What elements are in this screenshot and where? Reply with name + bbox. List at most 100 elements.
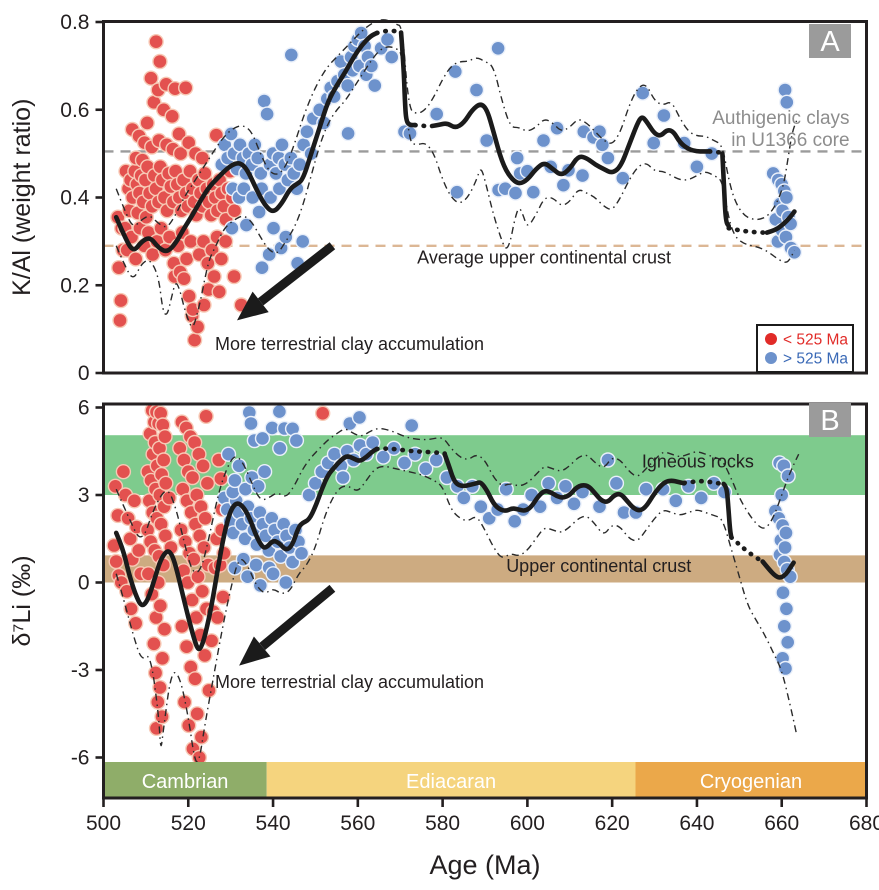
data-point-blue xyxy=(490,40,506,56)
data-point-red xyxy=(204,242,220,258)
panel-label-A: A xyxy=(820,26,840,58)
data-point-blue xyxy=(479,132,495,149)
timescale-band-ediacaran xyxy=(266,762,636,798)
data-point-red xyxy=(123,601,139,617)
trend-line-solid-A xyxy=(720,151,732,229)
data-point-blue xyxy=(777,539,793,556)
data-point-red xyxy=(190,569,206,585)
data-point-blue xyxy=(689,159,705,175)
data-point-red xyxy=(194,583,211,599)
timescale-label: Cambrian xyxy=(142,771,229,793)
annotation-text: Authigenic clays xyxy=(712,108,849,129)
data-point-blue xyxy=(566,496,582,512)
trend-line-dotted-B xyxy=(728,534,765,564)
panel-frame-B xyxy=(102,402,868,800)
data-point-red xyxy=(111,260,127,276)
data-point-blue xyxy=(615,170,631,186)
x-tick-label: 640 xyxy=(679,812,714,835)
data-point-blue xyxy=(778,189,795,206)
data-point-red xyxy=(178,251,195,267)
trend-line-solid-B xyxy=(721,481,734,540)
data-point-red xyxy=(122,531,138,547)
timescale-label: Ediacaran xyxy=(406,771,496,793)
data-point-blue xyxy=(507,185,524,201)
data-point-blue xyxy=(638,481,654,497)
data-point-red xyxy=(213,251,230,267)
data-point-blue xyxy=(656,107,672,124)
data-point-red xyxy=(130,542,147,559)
data-point-red xyxy=(206,268,222,285)
trend-line-dotted-A xyxy=(374,28,404,36)
x-tick-label: 560 xyxy=(340,812,375,835)
data-point-blue xyxy=(224,220,240,236)
x-tick-label: 600 xyxy=(510,812,545,835)
data-point-blue xyxy=(288,432,305,449)
data-point-blue xyxy=(776,618,792,634)
data-point-red xyxy=(196,297,212,313)
data-point-blue xyxy=(299,123,315,140)
data-point-red xyxy=(197,647,213,664)
trend-line-dotted-A xyxy=(412,122,435,129)
x-tick-label: 620 xyxy=(595,812,630,835)
data-point-blue xyxy=(220,446,237,462)
data-point-blue xyxy=(253,165,269,182)
data-point-blue xyxy=(780,634,796,650)
data-point-blue xyxy=(351,409,368,426)
data-point-red xyxy=(198,408,214,424)
data-point-blue xyxy=(265,220,282,236)
data-point-red xyxy=(178,639,195,655)
data-point-red xyxy=(143,70,159,86)
data-point-red xyxy=(112,312,128,329)
data-point-red xyxy=(189,319,206,335)
data-point-red xyxy=(193,729,210,745)
trend-line-solid-A xyxy=(113,30,380,254)
x-tick-label: 660 xyxy=(764,812,799,835)
data-point-blue xyxy=(254,430,271,447)
data-point-red xyxy=(176,271,192,287)
data-point-blue xyxy=(509,150,525,166)
data-point-blue xyxy=(404,417,420,434)
data-point-blue xyxy=(646,135,662,151)
annotation-text: More terrestrial clay accumulation xyxy=(215,672,484,692)
y-tick-label: -6 xyxy=(71,747,90,770)
data-point-red xyxy=(196,539,212,556)
data-point-blue xyxy=(223,126,239,142)
envelope-lower-B xyxy=(115,465,798,763)
series-blue-A xyxy=(214,25,803,276)
annotation-text: Average upper continental crust xyxy=(417,247,671,267)
series-blue-B xyxy=(216,403,798,677)
timescale-band-cambrian xyxy=(103,762,267,798)
data-point-blue xyxy=(261,246,277,263)
data-point-red xyxy=(139,115,155,131)
annotation-text: More terrestrial clay accumulation xyxy=(215,334,484,354)
y-tick-label: 0.8 xyxy=(60,11,89,34)
trend-line-dotted-A xyxy=(707,149,725,156)
data-point-red xyxy=(152,679,168,696)
data-point-red xyxy=(144,246,161,263)
data-point-blue xyxy=(774,487,790,503)
annotation-text: Upper continental crust xyxy=(506,556,691,576)
data-point-blue xyxy=(594,137,611,153)
data-point-blue xyxy=(254,260,270,276)
data-point-red xyxy=(215,589,231,605)
trend-arrowhead-B xyxy=(239,636,271,666)
legend-dot xyxy=(765,352,777,364)
data-point-blue xyxy=(274,137,290,153)
data-point-blue xyxy=(272,440,288,456)
data-point-blue xyxy=(363,58,380,74)
data-point-blue xyxy=(429,106,445,122)
x-tick-label: 540 xyxy=(256,812,291,835)
data-point-red xyxy=(194,150,211,166)
series-red-A xyxy=(110,34,250,348)
legend-dot xyxy=(765,333,777,345)
data-point-blue xyxy=(779,94,795,111)
data-point-blue xyxy=(248,557,264,573)
panel-B: Igneous rocks Upper continental crust More… xyxy=(8,397,879,881)
data-point-blue xyxy=(384,49,400,65)
data-point-red xyxy=(171,126,187,142)
data-point-blue xyxy=(247,137,263,153)
envelope-upper-A xyxy=(115,19,798,228)
data-point-blue xyxy=(777,660,794,677)
data-point-blue xyxy=(557,478,574,494)
